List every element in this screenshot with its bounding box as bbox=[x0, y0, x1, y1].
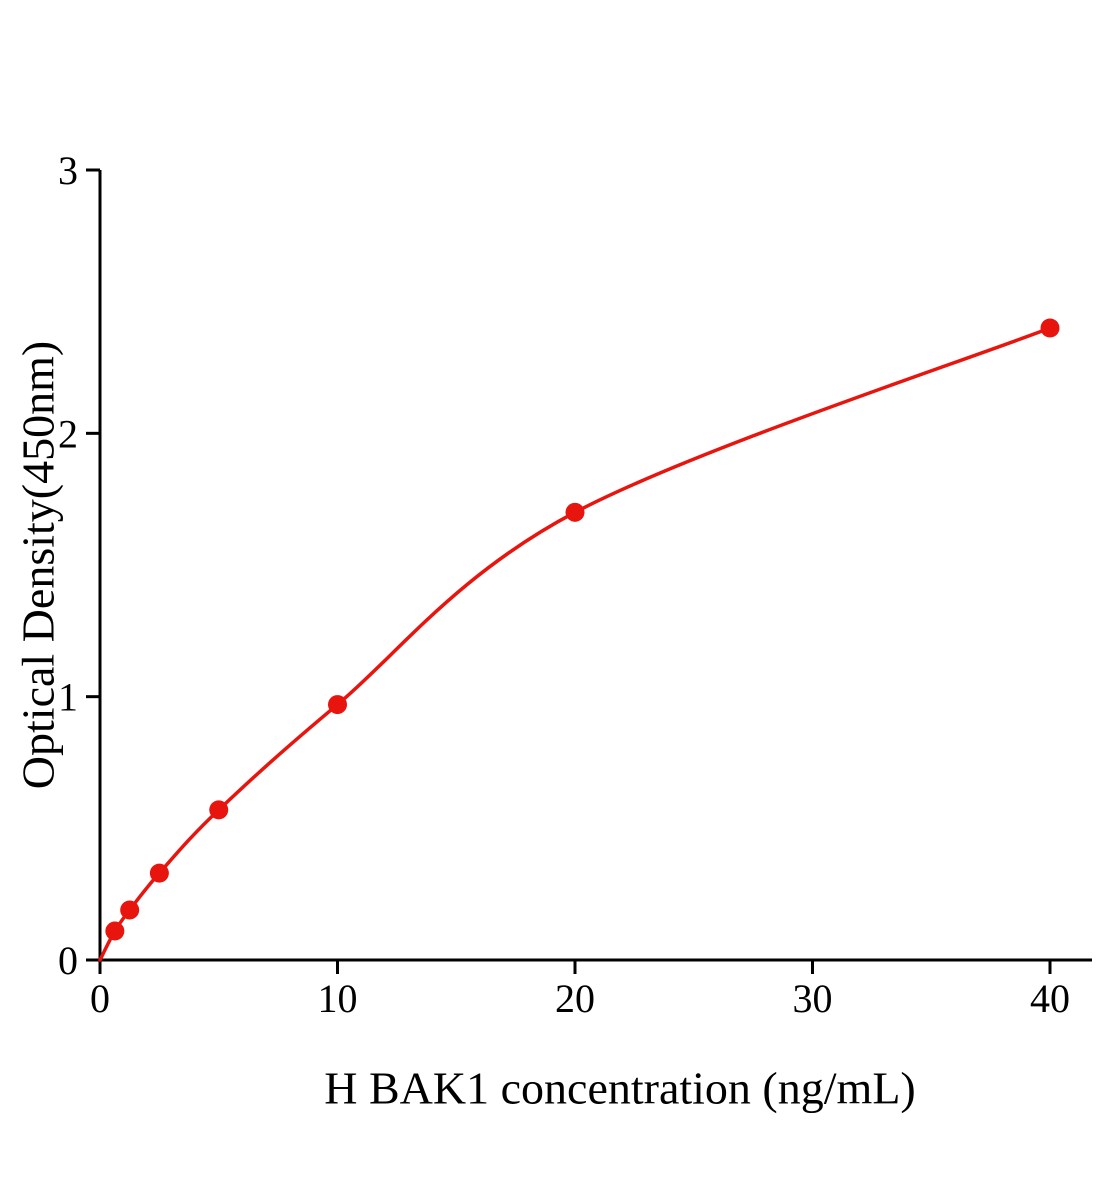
data-point bbox=[565, 502, 585, 522]
y-tick-label: 1 bbox=[58, 675, 78, 720]
data-point bbox=[149, 863, 169, 883]
x-tick-label: 0 bbox=[90, 976, 110, 1021]
y-tick-label: 3 bbox=[58, 148, 78, 193]
data-point bbox=[105, 921, 125, 941]
x-tick-label: 10 bbox=[318, 976, 358, 1021]
y-tick-label: 0 bbox=[58, 938, 78, 983]
data-point bbox=[120, 900, 140, 920]
x-tick-label: 40 bbox=[1030, 976, 1070, 1021]
data-point bbox=[209, 800, 229, 820]
x-tick-label: 20 bbox=[555, 976, 595, 1021]
x-tick-label: 30 bbox=[793, 976, 833, 1021]
y-tick-label: 2 bbox=[58, 411, 78, 456]
x-axis-title: H BAK1 concentration (ng/mL) bbox=[324, 1062, 916, 1114]
data-point bbox=[1040, 318, 1060, 338]
data-point bbox=[328, 695, 347, 715]
standard-curve-line bbox=[98, 326, 1052, 962]
y-axis-title: Optical Density(450nm) bbox=[12, 340, 64, 790]
